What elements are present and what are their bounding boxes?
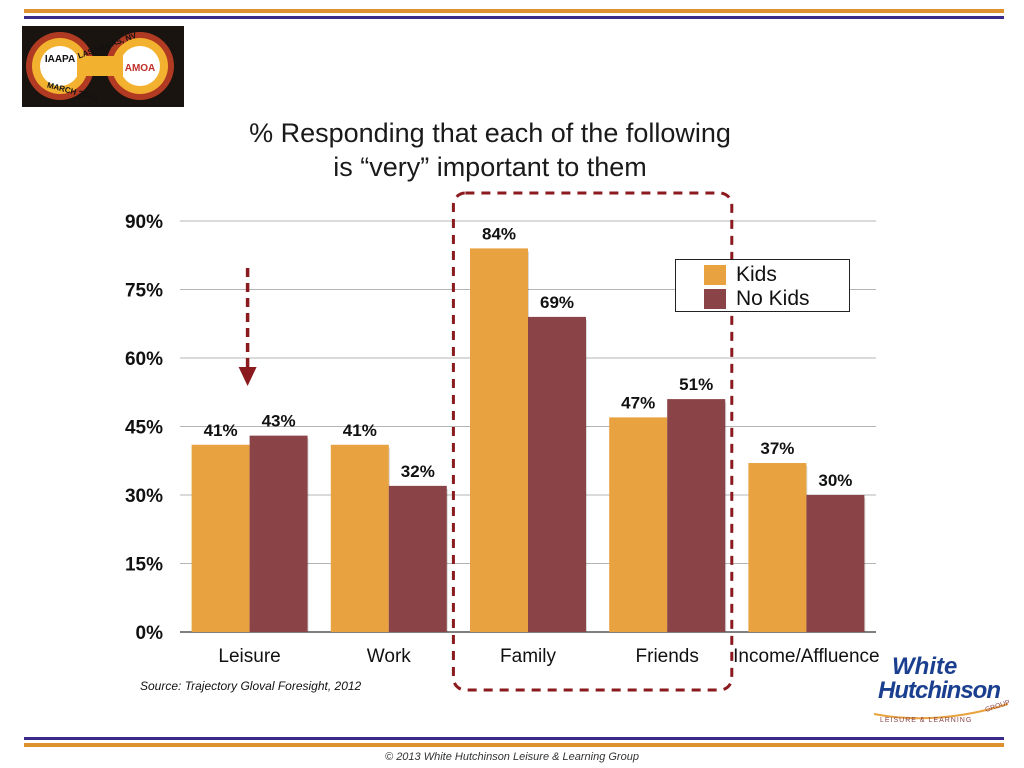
data-label: 37% (760, 439, 794, 458)
data-label: 51% (679, 375, 713, 394)
legend-label-kids: Kids (736, 263, 777, 286)
x-category-label: Leisure (218, 646, 280, 667)
y-tick-label: 90% (125, 212, 163, 233)
source-note: Source: Trajectory Gloval Foresight, 201… (140, 679, 362, 693)
y-tick-label: 0% (136, 623, 164, 644)
bar-no-kids-income-affluence (806, 495, 865, 632)
y-tick-label: 75% (125, 281, 163, 302)
logo-text-iaapa: IAAPA (45, 54, 75, 65)
brand-tagline: LEISURE & LEARNING (880, 717, 972, 724)
bar-kids-family (470, 248, 528, 632)
top-purple-rule (24, 16, 1004, 19)
brand-line-1: White (892, 653, 957, 680)
data-label: 41% (204, 421, 238, 440)
x-category-label: Income/Affluence (733, 646, 879, 667)
legend-item-no-kids: No Kids (704, 287, 810, 310)
bar-kids-friends (609, 417, 668, 632)
bar-no-kids-leisure (249, 435, 308, 632)
x-category-label: Work (367, 646, 411, 667)
bar-kids-leisure (191, 444, 250, 632)
logo-text-amoa: AMOA (125, 63, 156, 74)
bar-no-kids-friends (667, 399, 726, 632)
bar-no-kids-work (388, 485, 447, 632)
y-tick-label: 15% (125, 555, 163, 576)
brand-logo: White Hutchinson LEISURE & LEARNING GROU… (868, 652, 1018, 728)
bottom-orange-rule (24, 743, 1004, 747)
data-label: 41% (343, 421, 377, 440)
chart-title-line-1: % Responding that each of the following (249, 118, 731, 148)
y-tick-label: 30% (125, 486, 163, 507)
bar-no-kids-family (528, 316, 586, 632)
arrow-head-icon (238, 367, 257, 386)
bar-kids-work (330, 444, 389, 632)
event-logo: IAAPA AMOA LAS VEGAS, NV MARCH 20-22 (22, 26, 184, 107)
data-label: 30% (818, 471, 852, 490)
data-label: 69% (540, 293, 574, 312)
data-label: 43% (262, 412, 296, 431)
legend-swatch-no-kids (704, 289, 726, 309)
legend-label-no-kids: No Kids (736, 287, 810, 310)
x-category-label: Friends (636, 646, 699, 667)
chart-title-line-2: is “very” important to them (333, 152, 647, 182)
chart-legend: Kids No Kids (675, 259, 850, 312)
bar-kids-income-affluence (748, 463, 807, 632)
chart-title: % Responding that each of the following … (180, 116, 800, 184)
legend-swatch-kids (704, 265, 726, 285)
y-tick-label: 60% (125, 349, 163, 370)
legend-item-kids: Kids (704, 263, 777, 286)
copyright-text: © 2013 White Hutchinson Leisure & Learni… (385, 751, 639, 763)
y-tick-label: 45% (125, 418, 163, 439)
data-label: 47% (621, 393, 655, 412)
data-label: 32% (401, 462, 435, 481)
top-orange-rule (24, 9, 1004, 13)
bottom-purple-rule (24, 737, 1004, 740)
brand-line-2: Hutchinson (878, 677, 1000, 704)
x-category-label: Family (500, 646, 556, 667)
data-label: 84% (482, 224, 516, 243)
